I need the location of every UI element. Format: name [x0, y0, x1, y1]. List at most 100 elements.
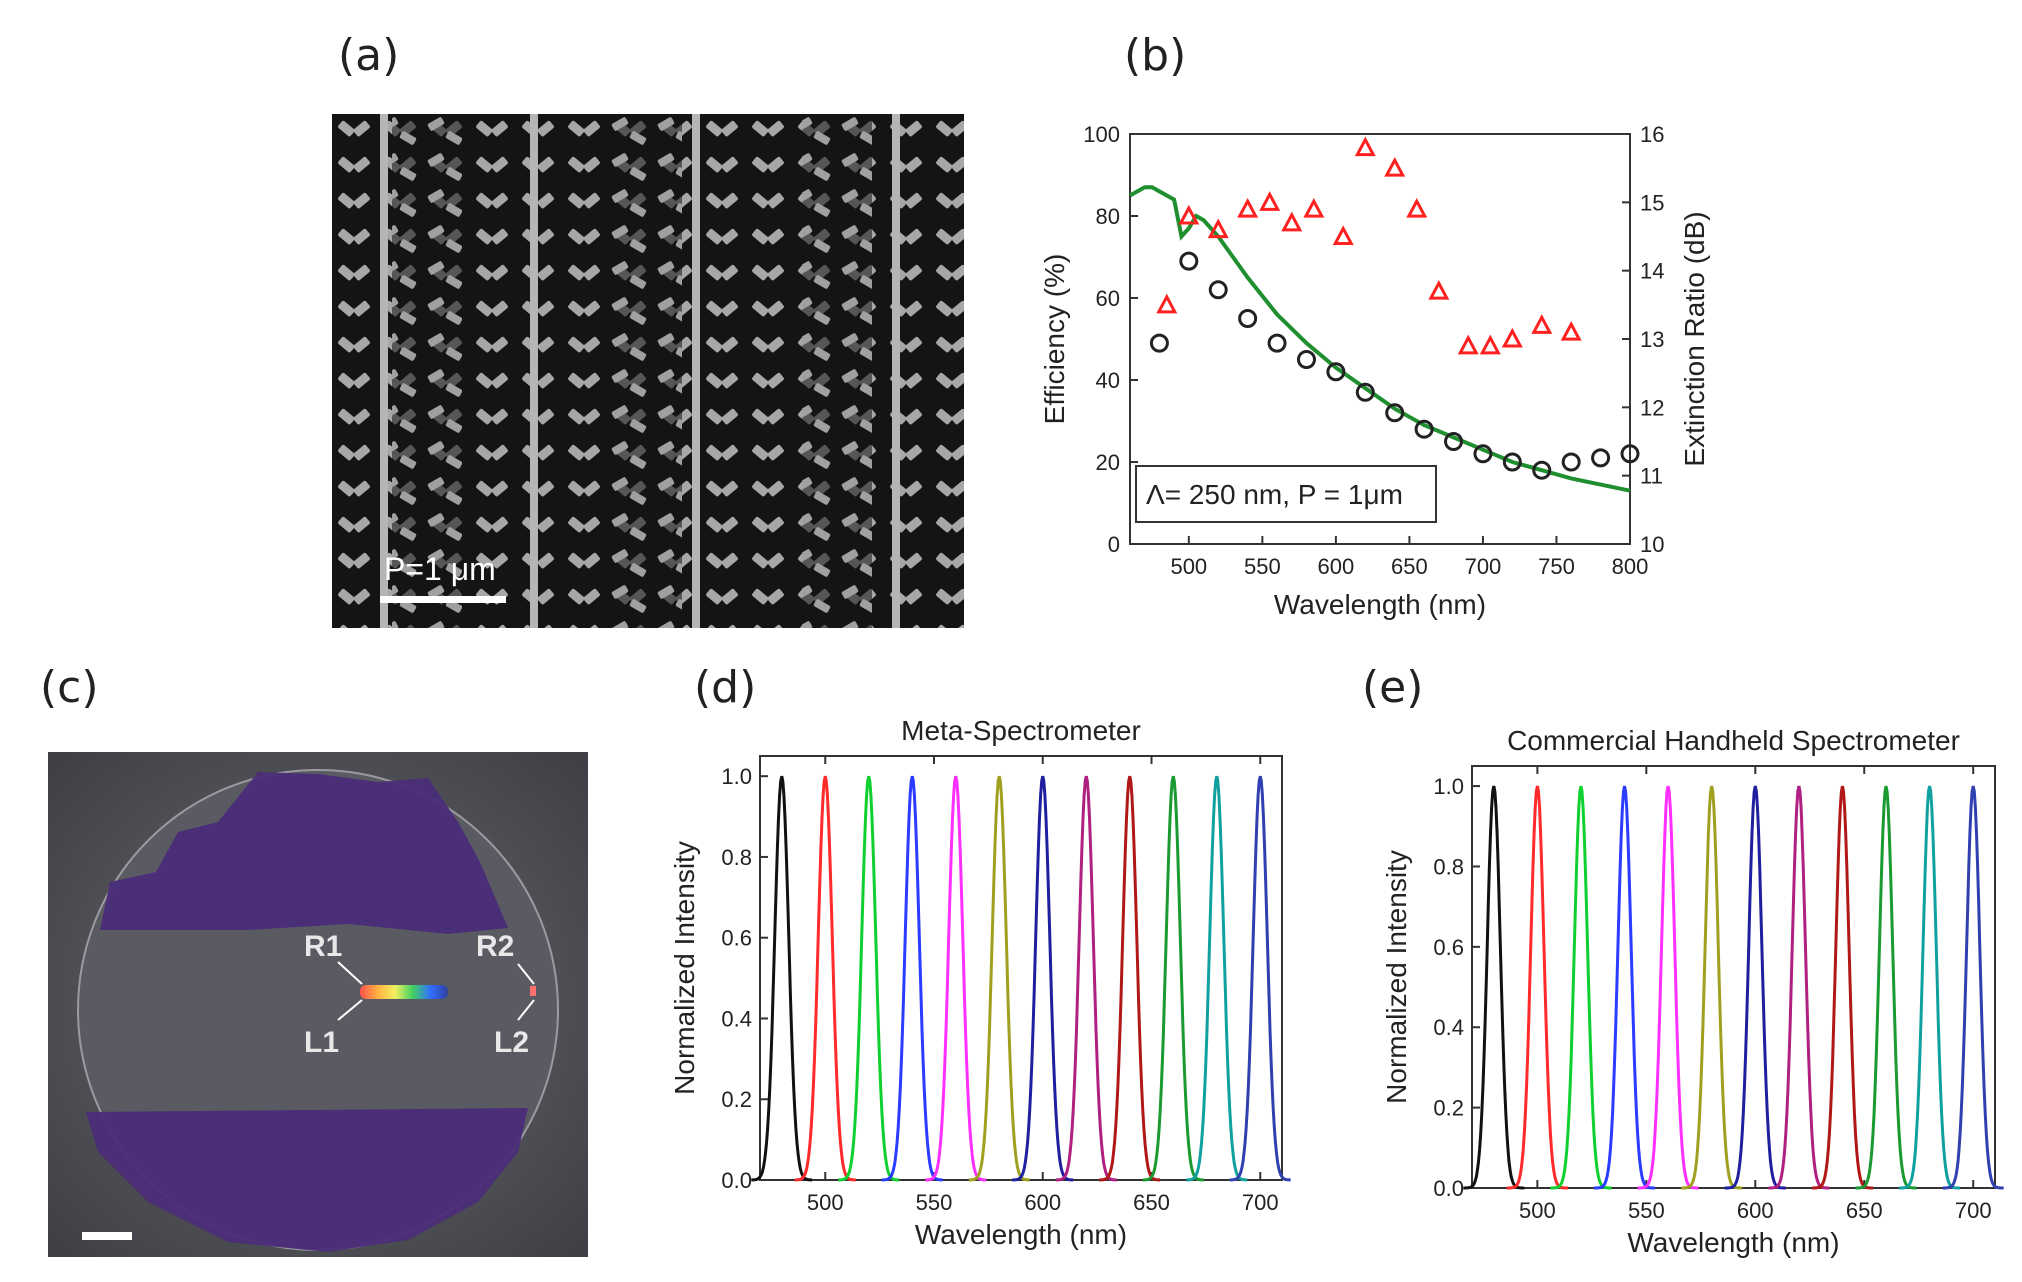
y-tick-label: 0: [1108, 532, 1120, 557]
extinction-point: [1237, 197, 1259, 218]
y-tick-label: 1.0: [1433, 774, 1464, 799]
commercial-spectrometer-chart: Commercial Handheld Spectrometer 500 550 60…: [1381, 725, 2004, 1258]
extinction-point: [1531, 314, 1553, 334]
y-axis-label: Normalized Intensity: [1381, 850, 1412, 1104]
panel-label-e: (e): [1362, 662, 1424, 713]
spectrum-peak: [968, 775, 1030, 1182]
x-tick-label: 750: [1538, 554, 1575, 579]
spectrum-peak: [1768, 785, 1830, 1190]
y-tick-label: 0.0: [1433, 1176, 1464, 1201]
y-tick-label: 0.0: [721, 1168, 752, 1193]
efficiency-chart: 500 550 600 650 700 750 800 0 20 40 60 80 100 10 11 12 1…: [1039, 122, 1710, 620]
efficiency-point: [1591, 448, 1611, 468]
extinction-point: [1501, 327, 1523, 348]
x-tick-label: 600: [1737, 1198, 1774, 1223]
efficiency-point: [1385, 403, 1405, 423]
extinction-point: [1281, 211, 1303, 232]
label-R2: R2: [476, 930, 514, 963]
scale-bar: [380, 596, 506, 603]
x-tick-label: 550: [1628, 1198, 1665, 1223]
spectrum-peak: [1724, 785, 1786, 1190]
extinction-point: [1178, 204, 1200, 225]
spectrum-peak: [1099, 775, 1161, 1182]
label-L1: L1: [304, 1026, 339, 1059]
label-L2: L2: [494, 1026, 529, 1059]
x-tick-label: 500: [1170, 554, 1207, 579]
extinction-point: [1384, 156, 1406, 177]
efficiency-curve: [1129, 185, 1631, 493]
efficiency-point: [1414, 419, 1434, 439]
x-tick-label: 700: [1465, 554, 1502, 579]
extinction-point: [1457, 334, 1479, 355]
label-R1: R1: [304, 930, 342, 963]
y2-tick-label: 12: [1640, 395, 1664, 420]
y-axis-label: Normalized Intensity: [669, 841, 700, 1095]
metasurface-small: [530, 986, 536, 996]
wafer-photo: R1 L1 R2 L2: [48, 752, 588, 1257]
y2-tick-label: 16: [1640, 122, 1664, 147]
x-tick-label: 650: [1391, 554, 1428, 579]
efficiency-point: [1267, 333, 1287, 353]
panel-label-b: (b): [1124, 30, 1187, 81]
spectrum-peak: [1186, 775, 1248, 1182]
extinction-point: [1560, 320, 1582, 341]
scale-bar-label: P=1 μm: [384, 551, 496, 587]
spectrum-peak: [1855, 785, 1917, 1190]
extinction-point: [1428, 279, 1450, 300]
x-tick-label: 600: [1318, 554, 1355, 579]
meta-spectrometer-chart: Meta-Spectrometer 500 550 600 650 700 0.0 0.2 0.…: [669, 715, 1291, 1250]
spectrum-peak: [1899, 785, 1961, 1190]
spectrum-peak: [1811, 785, 1873, 1190]
metasurface-stripe: [360, 985, 448, 999]
spectrum-peak: [1550, 785, 1612, 1190]
x-tick-label: 550: [916, 1190, 953, 1215]
extinction-point: [1479, 334, 1501, 355]
x-tick-label: 700: [1242, 1190, 1279, 1215]
panel-label-d: (d): [694, 662, 757, 713]
y2-tick-label: 10: [1640, 532, 1664, 557]
scale-bar-c: [82, 1232, 132, 1240]
y-tick-label: 0.2: [721, 1087, 752, 1112]
y2-axis-label: Extinction Ratio (dB): [1679, 211, 1710, 466]
x-axis-label: Wavelength (nm): [1627, 1227, 1839, 1258]
y-axis-label: Efficiency (%): [1039, 254, 1070, 425]
efficiency-point: [1296, 350, 1316, 369]
spectrum-peak: [1942, 785, 2004, 1190]
spectrum-peak: [751, 775, 813, 1182]
efficiency-point: [1326, 362, 1346, 382]
efficiency-point: [1620, 444, 1640, 464]
y-tick-label: 100: [1083, 122, 1120, 147]
x-tick-label: 650: [1846, 1198, 1883, 1223]
chart-title: Meta-Spectrometer: [901, 715, 1141, 746]
plot-frame: [759, 755, 1283, 1181]
efficiency-point: [1238, 309, 1258, 328]
annotation-text: Λ= 250 nm, P = 1μm: [1146, 479, 1403, 510]
efficiency-point: [1179, 251, 1199, 271]
spectrum-peak: [1681, 785, 1743, 1190]
y-tick-label: 0.6: [1433, 935, 1464, 960]
purple-film-bottom: [86, 1108, 528, 1252]
extinction-point: [1207, 218, 1229, 239]
efficiency-point: [1473, 444, 1493, 464]
spectrum-peak: [1229, 775, 1291, 1182]
y2-tick-label: 11: [1640, 464, 1663, 489]
y-tick-label: 40: [1096, 368, 1120, 393]
extinction-point: [1354, 136, 1376, 157]
efficiency-point: [1355, 382, 1375, 402]
spectrum-peak: [1142, 775, 1204, 1182]
x-tick-label: 550: [1244, 554, 1281, 579]
efficiency-point: [1561, 452, 1581, 472]
spectrum-peak: [1637, 785, 1699, 1190]
spectrum-peak: [1506, 785, 1568, 1190]
spectrum-peak: [838, 775, 900, 1182]
efficiency-point: [1444, 432, 1464, 451]
extinction-point: [1406, 197, 1428, 218]
spectrum-peak: [925, 775, 987, 1182]
chart-title: Commercial Handheld Spectrometer: [1507, 725, 1960, 756]
extinction-point: [1303, 197, 1325, 218]
panel-label-c: (c): [40, 662, 99, 713]
x-tick-label: 600: [1024, 1190, 1061, 1215]
y-tick-label: 60: [1096, 286, 1120, 311]
y-tick-label: 0.6: [721, 926, 752, 951]
panel-label-a: (a): [338, 30, 400, 81]
